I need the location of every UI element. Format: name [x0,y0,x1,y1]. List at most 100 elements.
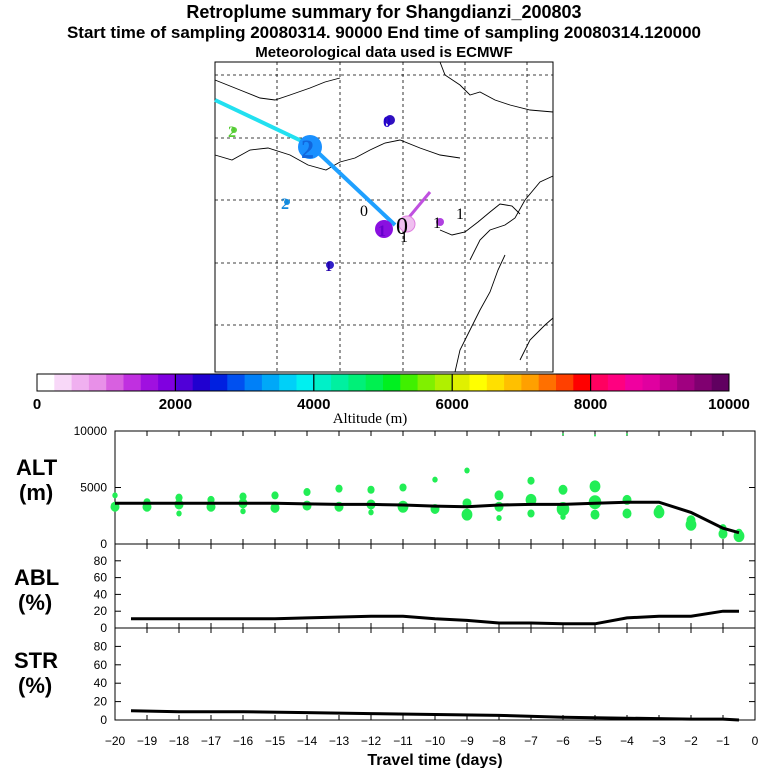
colorbar-cell [383,374,401,391]
y-tick-label: 0 [100,621,107,635]
colorbar-cell [486,374,505,391]
colorbar-cell [140,374,159,391]
alt-panel-unit: (m) [19,480,53,505]
altitude-point [626,433,628,436]
altitude-point [302,500,312,511]
colorbar-cell [313,374,332,391]
alt-panel-frame [114,430,756,545]
x-tick-label: −7 [524,734,538,748]
x-tick-label: −5 [588,734,602,748]
cluster-marker [385,115,395,125]
alt-panel-label: ALT [16,455,58,480]
x-tick-label: −12 [361,734,382,748]
y-tick-label: 40 [94,676,108,690]
altitude-point [562,433,564,436]
colorbar-cell [711,374,730,391]
colorbar-cell [192,374,211,391]
trajectory-segment-upper [214,98,311,147]
map-label: 2 [301,135,314,164]
cluster-marker [398,215,416,233]
map-label: 1 [325,260,332,275]
y-tick-label: 80 [94,639,108,653]
colorbar-cell [504,374,522,391]
altitude-point [622,508,632,519]
altitude-point [112,492,118,499]
map-label: 1 [433,215,441,232]
colorbar-cell [521,374,540,391]
colorbar-cell [694,374,713,391]
altitude-point [590,509,600,520]
colorbar-cell [625,374,643,391]
cluster-markers [231,115,444,269]
altitude-point [494,490,504,501]
x-tick-label: −6 [556,734,570,748]
colorbar-cell [590,374,609,391]
met-data-line: Meteorological data used is ECMWF [255,44,513,61]
colorbar-cell [400,374,419,391]
map-label: 1 [378,223,386,240]
panel-str: 0 20 40 60 80 [94,628,756,727]
alt-series-line [115,500,740,535]
map-label: 0 [360,203,368,220]
colorbar-cell [556,374,574,391]
altitude-point [240,508,246,515]
colorbar-tick-label: 4000 [297,396,330,413]
colorbar-label: Altitude (m) [333,411,408,427]
x-tick-label: −4 [620,734,634,748]
colorbar-tick-label: 10000 [708,396,750,413]
altitude-point [432,476,438,483]
y-tick-label: 40 [94,587,108,601]
panel-alt: 0 5000 10000 [74,424,756,551]
abl-panel-unit: (%) [18,590,52,615]
y-tick-label: 20 [94,604,108,618]
altitude-point [589,480,601,493]
x-tick-label: −11 [393,734,413,748]
x-tick-label: −14 [297,734,318,748]
x-tick-label: −10 [425,734,446,748]
cluster-marker [326,261,334,269]
x-tick-label: −15 [265,734,286,748]
abl-panel-label: ABL [14,565,59,590]
altitude-point [494,501,504,512]
map-coastlines [214,61,554,373]
colorbar-cell [659,374,678,391]
altitude-point [367,485,375,494]
map-panel: 2 2 0 2 0 1 0 1 1 1 1 [214,61,554,373]
colorbar-cell [538,374,557,391]
colorbar-cell [331,374,349,391]
altitude-point [560,513,566,520]
colorbar-cell [434,374,453,391]
y-tick-label: 0 [100,537,107,551]
colorbar-cell [573,374,592,391]
colorbar-cell [71,374,90,391]
x-tick-label: −17 [201,734,222,748]
x-tick-label: −18 [169,734,190,748]
cluster-marker [436,218,444,226]
x-tick-label: −2 [684,734,698,748]
y-tick-label: 60 [94,658,108,672]
colorbar-cell [348,374,367,391]
altitude-point [653,506,665,519]
altitude-point [464,467,470,474]
y-tick-label: 80 [94,554,108,568]
colorbar-tick-label: 6000 [436,396,469,413]
colorbar-cell [417,374,436,391]
altitude-point [239,492,247,501]
map-label: 2 [228,124,236,141]
colorbar-cell [607,374,626,391]
colorbar-cell [261,374,280,391]
colorbar-cell [279,374,297,391]
colorbar-cell [244,374,263,391]
colorbar-cell [37,374,55,391]
y-tick-label: 0 [100,713,107,727]
x-tick-label: −8 [492,734,506,748]
colorbar-tick-label: 8000 [574,396,607,413]
cluster-marker [231,127,237,133]
altitude-point [496,515,502,522]
colorbar-cell [677,374,695,391]
colorbar-tick-label: 0 [33,396,41,413]
x-tick-label: −1 [716,734,730,748]
cluster-marker [284,199,290,205]
cluster-labels: 2 2 0 2 0 1 0 1 1 1 1 [228,114,464,275]
